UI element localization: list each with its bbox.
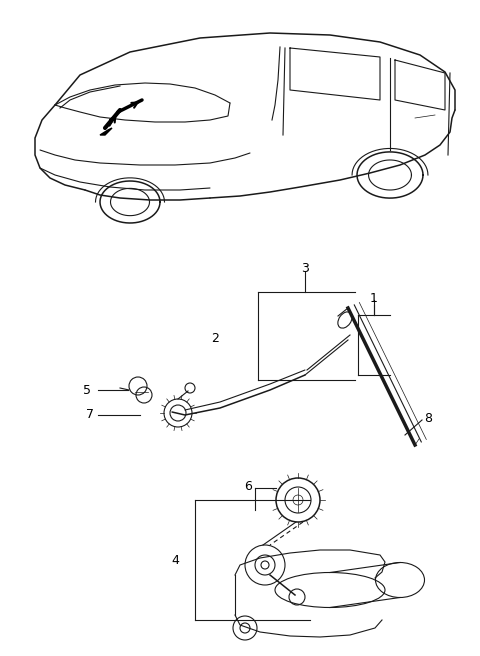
Text: 5: 5 <box>83 384 91 396</box>
Text: 6: 6 <box>244 480 252 493</box>
Text: 3: 3 <box>301 262 309 274</box>
Text: 8: 8 <box>424 411 432 424</box>
Text: 4: 4 <box>171 554 179 567</box>
Text: 7: 7 <box>86 409 94 422</box>
Text: 2: 2 <box>211 331 219 344</box>
Polygon shape <box>100 128 112 135</box>
Text: 1: 1 <box>370 291 378 304</box>
